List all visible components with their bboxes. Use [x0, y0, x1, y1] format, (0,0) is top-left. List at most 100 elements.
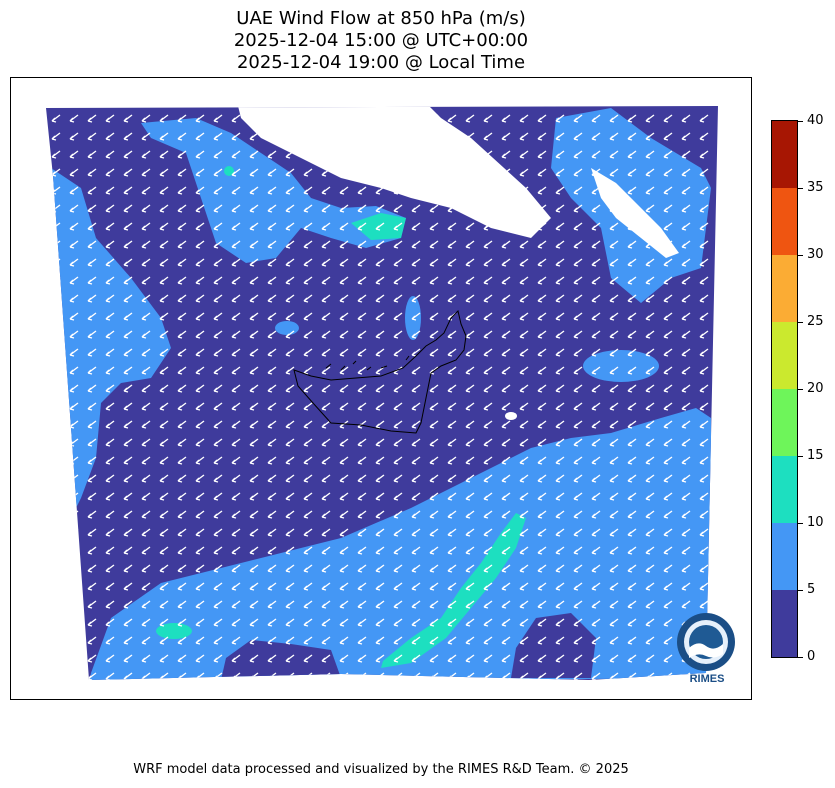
wind-arrow: [465, 132, 475, 141]
wind-arrow: [393, 618, 403, 627]
wind-arrow: [123, 474, 133, 483]
wind-arrow: [51, 150, 61, 159]
wind-arrow: [609, 636, 619, 645]
wind-arrow: [231, 258, 241, 267]
wind-arrow: [159, 600, 169, 609]
wind-arrow: [177, 654, 187, 663]
wind-arrow: [141, 420, 151, 429]
wind-arrow: [609, 294, 619, 303]
wind-arrow: [303, 366, 313, 375]
wind-arrow: [681, 150, 691, 159]
wind-arrow: [519, 348, 529, 357]
wind-arrow: [69, 672, 79, 680]
wind-arrow: [465, 294, 475, 303]
wind-arrow: [375, 222, 385, 231]
wind-arrow: [123, 636, 133, 645]
wind-arrow: [159, 204, 169, 213]
wind-arrow: [213, 276, 223, 285]
wind-arrow: [303, 582, 313, 591]
wind-arrow: [627, 258, 637, 267]
wind-arrow: [303, 348, 313, 357]
wind-arrow: [231, 402, 241, 411]
wind-arrow: [213, 330, 223, 339]
wind-arrow: [285, 114, 295, 123]
wind-arrow: [375, 582, 385, 591]
wind-arrow: [573, 618, 583, 627]
wind-arrow: [213, 114, 223, 123]
wind-arrow: [429, 204, 439, 213]
wind-arrow: [177, 438, 187, 447]
wind-arrow: [429, 402, 439, 411]
wind-arrow: [645, 456, 655, 465]
wind-arrow: [573, 312, 583, 321]
wind-arrow: [501, 456, 511, 465]
wind-arrow: [285, 312, 295, 321]
wind-arrow: [393, 204, 403, 213]
colorbar-tick: [798, 389, 803, 390]
wind-arrow: [303, 636, 313, 645]
wind-arrow: [429, 222, 439, 231]
wind-arrow: [681, 114, 691, 123]
wind-arrow: [105, 510, 115, 519]
wind-arrow: [249, 654, 259, 663]
wind-arrow: [123, 510, 133, 519]
wind-arrow: [411, 474, 421, 483]
wind-arrow: [465, 240, 475, 249]
wind-arrow: [231, 564, 241, 573]
wind-arrow: [465, 564, 475, 573]
wind-arrow: [699, 384, 709, 393]
wind-arrow: [105, 636, 115, 645]
wind-arrow: [51, 384, 61, 393]
wind-arrow: [267, 546, 277, 555]
wind-arrow: [159, 222, 169, 231]
wind-arrow: [123, 492, 133, 501]
wind-arrow: [267, 510, 277, 519]
wind-arrow: [555, 492, 565, 501]
wind-arrow: [123, 276, 133, 285]
wind-arrow: [627, 348, 637, 357]
wind-arrow: [195, 492, 205, 501]
wind-arrow: [555, 276, 565, 285]
wind-arrow: [447, 510, 457, 519]
wind-arrow: [231, 132, 241, 141]
wind-arrow: [375, 528, 385, 537]
wind-arrow: [663, 420, 673, 429]
wind-arrow: [573, 582, 583, 591]
wind-arrow: [483, 294, 493, 303]
wind-arrow: [501, 366, 511, 375]
wind-arrow: [303, 474, 313, 483]
wind-arrow: [213, 654, 223, 663]
colorbar-tick: [798, 322, 803, 323]
colorbar-tick-label: 15: [807, 448, 824, 463]
wind-arrow: [285, 276, 295, 285]
wind-arrow: [609, 528, 619, 537]
rimes-logo-text: RIMES: [689, 673, 725, 685]
wind-arrow: [645, 276, 655, 285]
wind-arrow: [177, 240, 187, 249]
wind-arrow: [573, 384, 583, 393]
wind-zone-northwest: [141, 118, 406, 263]
wind-arrow: [339, 492, 349, 501]
wind-arrow: [681, 528, 691, 537]
wind-arrow: [105, 150, 115, 159]
wind-arrow: [591, 222, 601, 231]
wind-arrow: [483, 510, 493, 519]
map-title-line-1: UAE Wind Flow at 850 hPa (m/s): [236, 8, 526, 29]
wind-arrow: [591, 132, 601, 141]
wind-arrow: [555, 600, 565, 609]
wind-arrow: [303, 492, 313, 501]
wind-arrow: [591, 564, 601, 573]
wind-arrow: [231, 276, 241, 285]
wind-arrow: [573, 294, 583, 303]
wind-arrow: [357, 618, 367, 627]
wind-arrow: [627, 240, 637, 249]
colorbar-tick: [798, 657, 803, 658]
wind-arrow: [69, 222, 79, 231]
wind-arrow: [159, 276, 169, 285]
wind-arrow: [609, 222, 619, 231]
wind-arrow: [69, 132, 79, 141]
wind-arrow: [321, 510, 331, 519]
wind-arrow: [357, 456, 367, 465]
wind-arrow: [267, 564, 277, 573]
wind-arrow: [51, 474, 61, 483]
